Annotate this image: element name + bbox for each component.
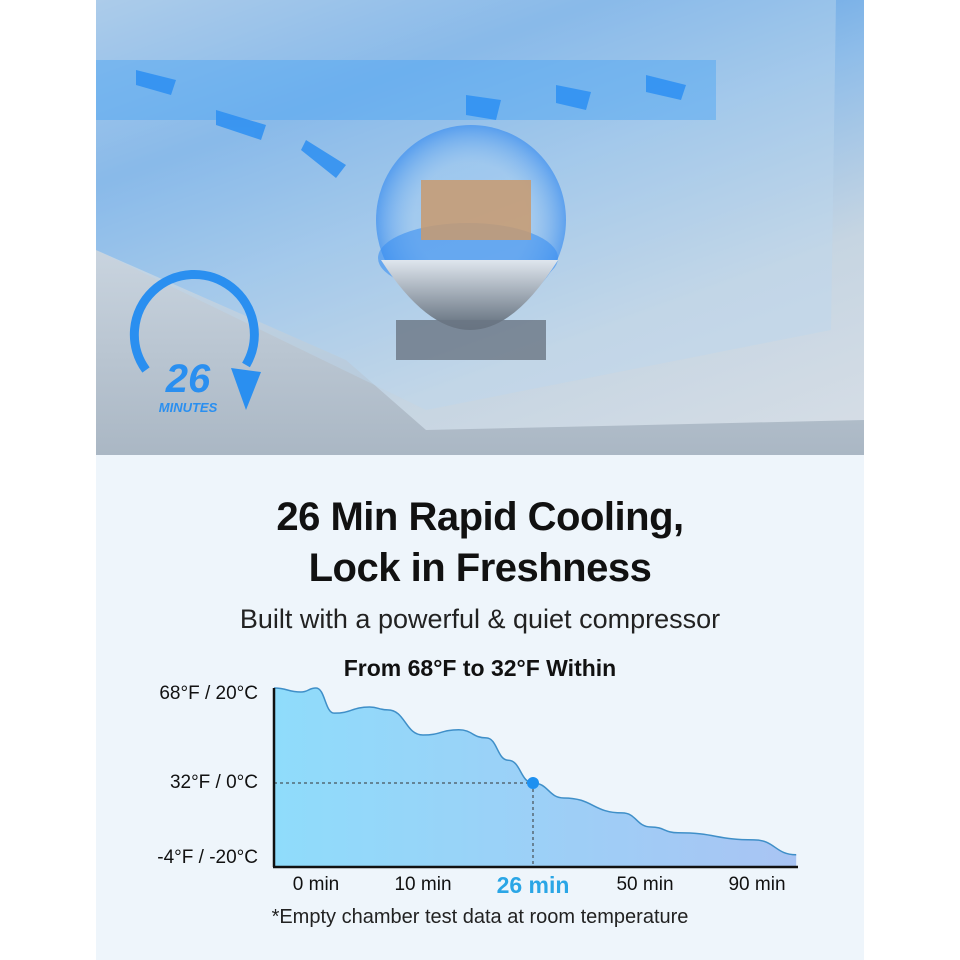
x-tick-label: 10 min: [394, 874, 452, 895]
x-tick-label-highlight: 26 min: [496, 872, 570, 898]
y-tick-label: 32°F / 0°C: [169, 772, 258, 793]
y-tick-label: 68°F / 20°C: [159, 683, 258, 704]
product-panel: 26 MINUTES 26 Min Rapid Cooling, Lock in…: [96, 0, 864, 960]
temperature-line: [273, 687, 797, 856]
heading-line-2: Lock in Freshness: [308, 546, 652, 590]
heading-line-1: 26 Min Rapid Cooling,: [276, 495, 684, 539]
compressor-illustration: 26 MINUTES: [96, 0, 864, 455]
highlight-point: [527, 777, 539, 789]
x-tick-label: 0 min: [292, 874, 340, 895]
x-tick-label: 90 min: [728, 874, 786, 895]
subheading: Built with a powerful & quiet compressor: [239, 604, 721, 634]
chart-title: From 68°F to 32°F Within: [343, 655, 617, 681]
badge-unit: MINUTES: [159, 400, 218, 415]
cooling-chart: [272, 687, 798, 869]
y-tick-label: -4°F / -20°C: [157, 847, 258, 868]
temperature-area: [274, 688, 797, 867]
badge-number: 26: [165, 357, 211, 401]
footnote: *Empty chamber test data at room tempera…: [271, 906, 689, 928]
x-tick-label: 50 min: [616, 874, 674, 895]
26-minutes-badge: 26 MINUTES: [129, 269, 261, 415]
product-photo: 26 MINUTES: [96, 0, 864, 455]
